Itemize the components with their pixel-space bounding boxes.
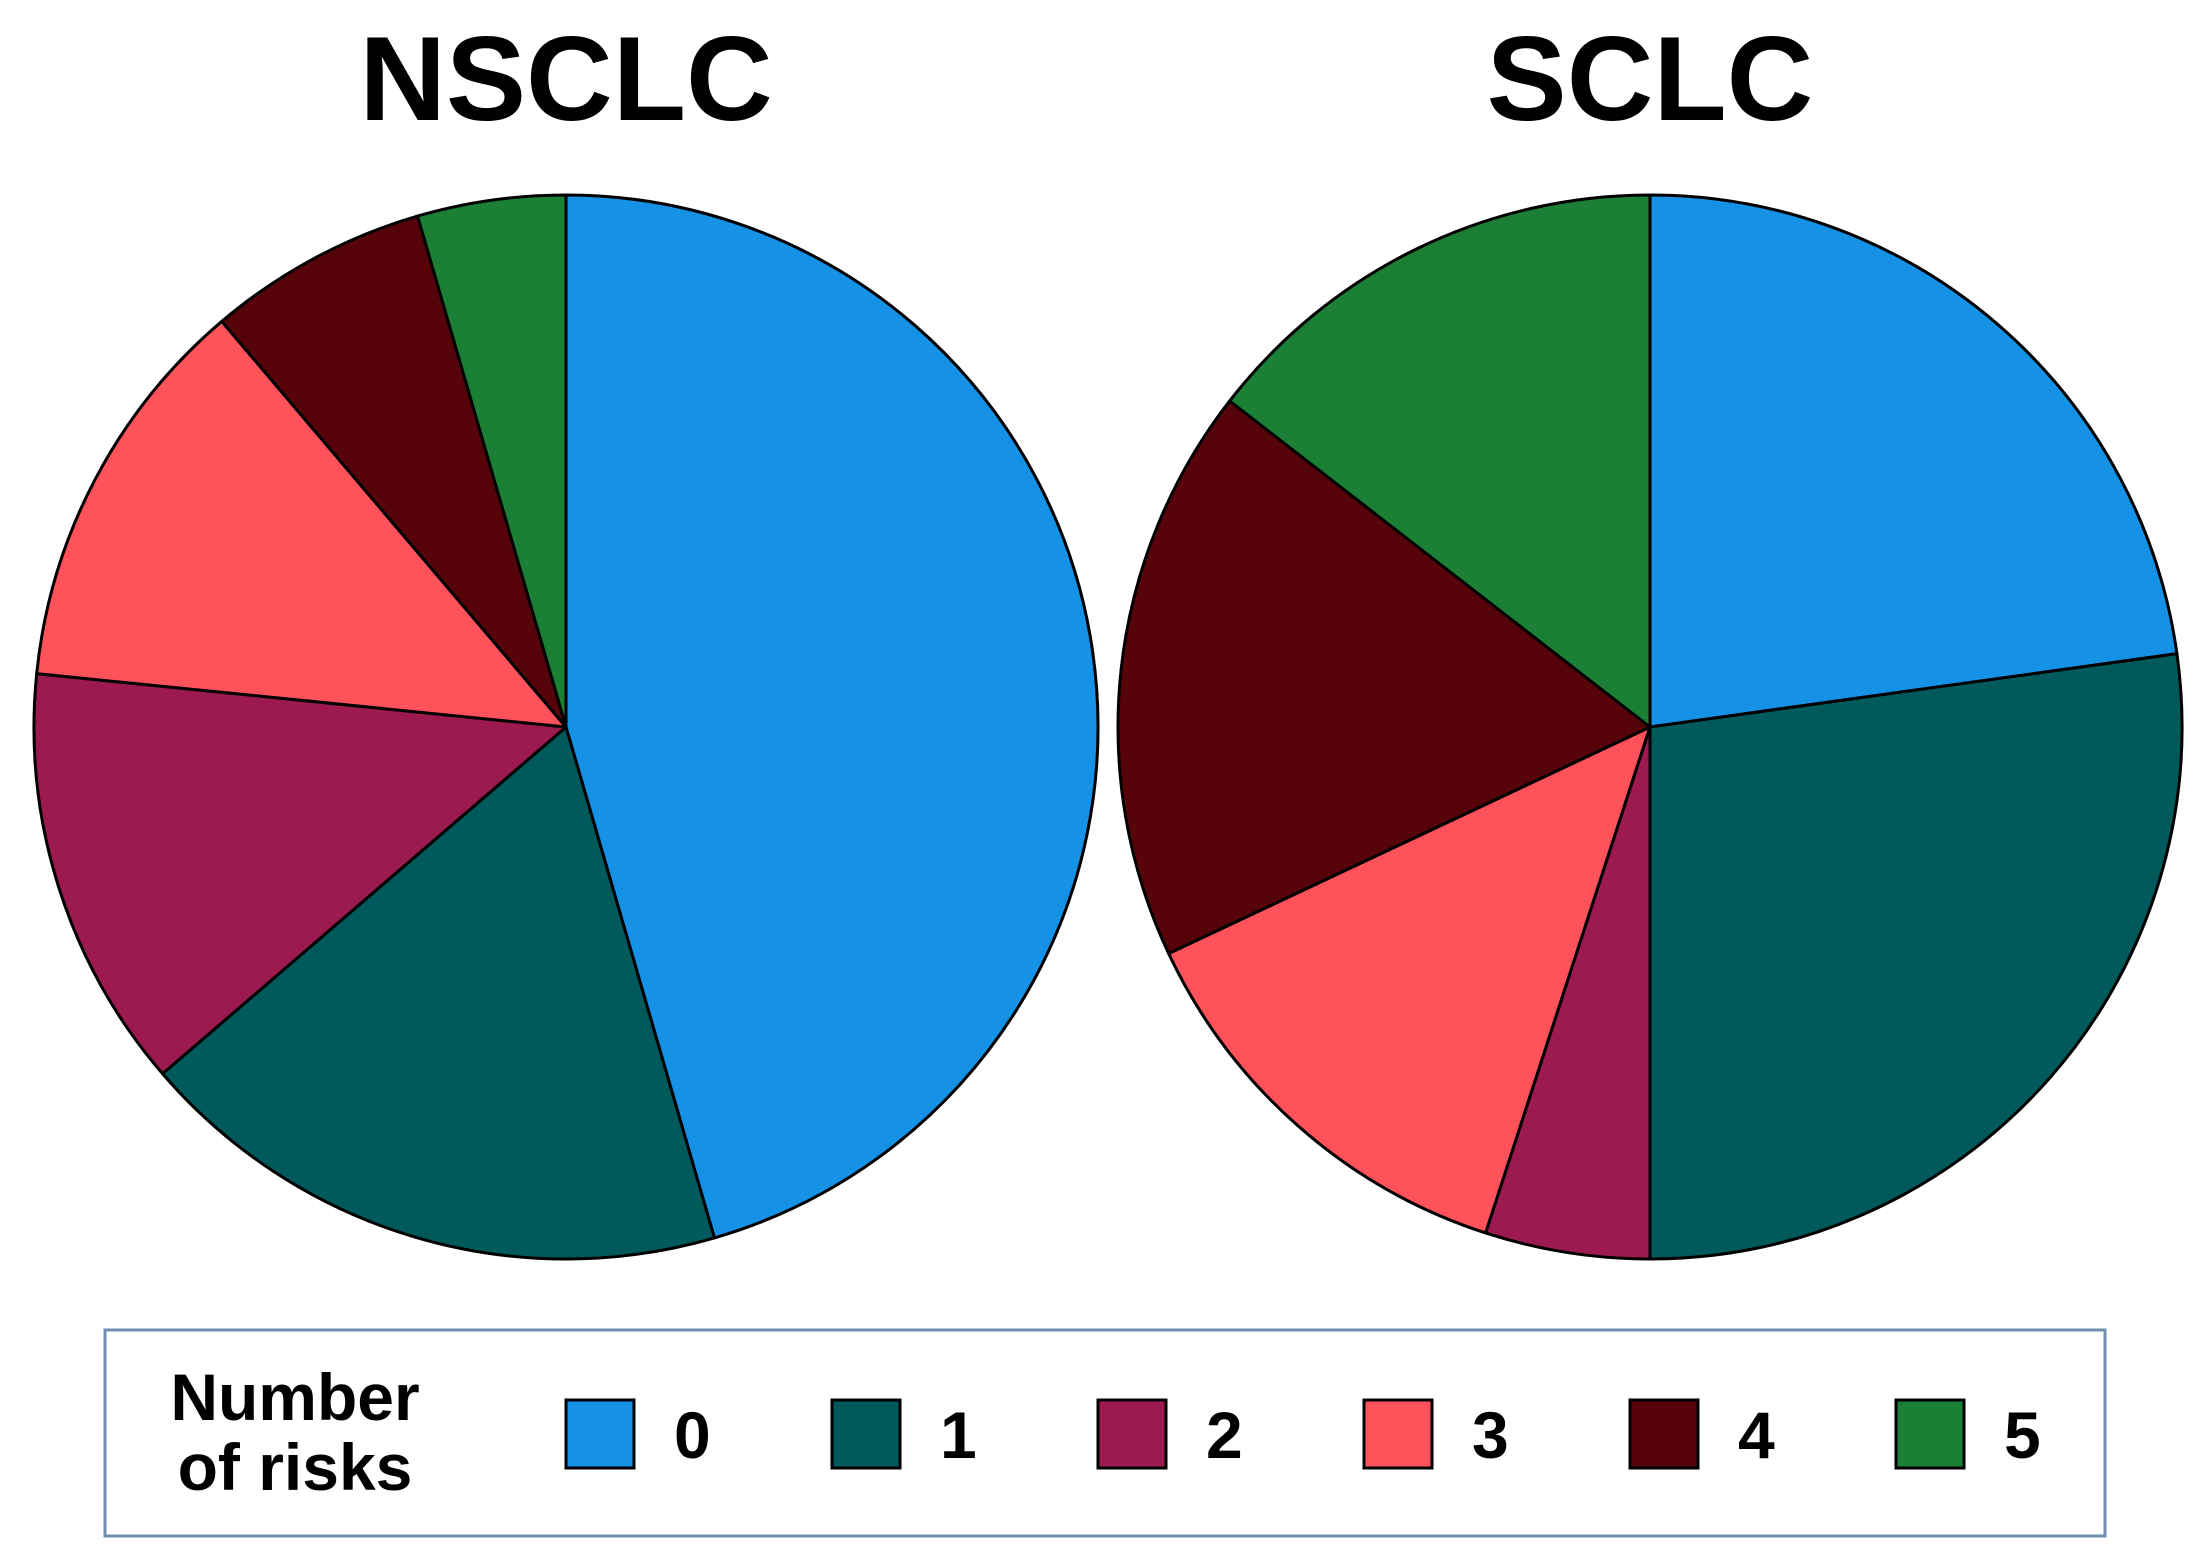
pie-slices-nsclc [32, 193, 1100, 1261]
pie-slice-nsclc-5 [416, 193, 568, 729]
legend-swatch-5 [1894, 1398, 1966, 1470]
legend-label-0: 0 [674, 1398, 711, 1472]
pie-slice-nsclc-4 [220, 214, 568, 729]
pie-slice-sclc-0 [1648, 193, 2179, 729]
legend-title-line-1: Number [170, 1360, 419, 1434]
legend-items: 0 1 2 3 4 5 [564, 1398, 2041, 1472]
legend: Number of risks 0 1 2 3 4 5 [103, 1328, 2107, 1538]
pie-slice-sclc-2 [1484, 725, 1652, 1261]
legend-swatch-1 [830, 1398, 902, 1470]
legend-swatch-4 [1628, 1398, 1700, 1470]
pie-chart-sclc: SCLC [1116, 12, 2184, 1261]
pie-slice-sclc-5 [1228, 193, 1652, 729]
pie-slice-nsclc-1 [161, 725, 716, 1261]
pie-slice-nsclc-3 [35, 319, 568, 729]
pie-slice-sclc-4 [1116, 399, 1652, 956]
legend-label-1: 1 [940, 1398, 977, 1472]
pie-title-sclc: SCLC [1487, 12, 1814, 146]
legend-swatch-0 [564, 1398, 636, 1470]
legend-label-5: 5 [2004, 1398, 2041, 1472]
legend-label-4: 4 [1738, 1398, 1775, 1472]
pie-slice-nsclc-0 [564, 193, 1100, 1240]
pie-slice-nsclc-2 [32, 672, 568, 1076]
pie-slice-sclc-1 [1648, 652, 2184, 1261]
legend-label-3: 3 [1472, 1398, 1509, 1472]
pie-chart-nsclc: NSCLC [32, 12, 1100, 1261]
pie-slices-sclc [1116, 193, 2184, 1261]
legend-swatch-2 [1096, 1398, 1168, 1470]
legend-label-2: 2 [1206, 1398, 1243, 1472]
pie-slice-sclc-3 [1167, 725, 1652, 1235]
legend-swatch-3 [1362, 1398, 1434, 1470]
pie-title-nsclc: NSCLC [359, 12, 772, 146]
legend-title-line-2: of risks [178, 1430, 413, 1504]
